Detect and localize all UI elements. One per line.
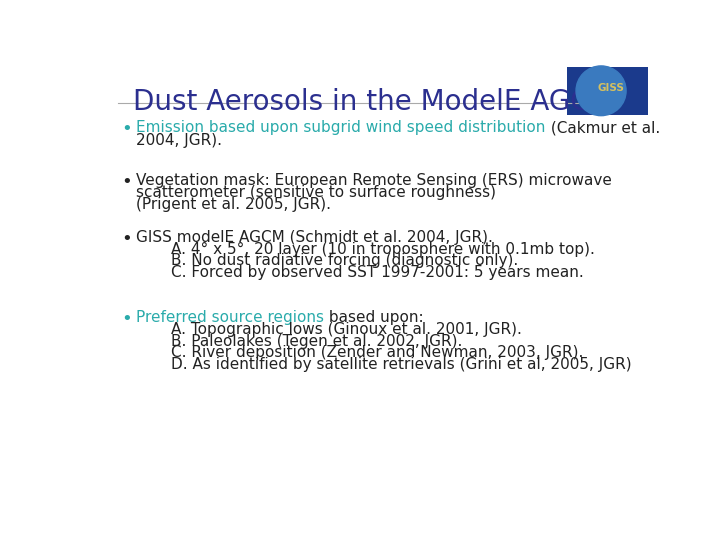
Text: •: • (121, 309, 132, 328)
Text: A. Topographic lows (Ginoux et al. 2001, JGR).: A. Topographic lows (Ginoux et al. 2001,… (171, 322, 522, 337)
Text: Vegetation mask: European Remote Sensing (ERS) microwave: Vegetation mask: European Remote Sensing… (137, 173, 613, 187)
Text: Preferred source regions: Preferred source regions (137, 309, 325, 325)
Text: GISS modelE AGCM (Schmidt et al. 2004, JGR).: GISS modelE AGCM (Schmidt et al. 2004, J… (137, 230, 493, 245)
Text: •: • (121, 173, 132, 191)
Text: Emission based upon subgrid wind speed distribution: Emission based upon subgrid wind speed d… (137, 120, 546, 135)
Text: B. Paleolakes (Tegen et al. 2002, JGR).: B. Paleolakes (Tegen et al. 2002, JGR). (171, 334, 463, 348)
Text: •: • (121, 120, 132, 138)
Text: A. 4° x 5°, 20 layer (10 in troposphere with 0.1mb top).: A. 4° x 5°, 20 layer (10 in troposphere … (171, 242, 595, 257)
Text: 2004, JGR).: 2004, JGR). (137, 132, 222, 147)
FancyBboxPatch shape (567, 67, 648, 114)
Text: GISS: GISS (598, 83, 625, 93)
Text: C. Forced by observed SST 1997-2001: 5 years mean.: C. Forced by observed SST 1997-2001: 5 y… (171, 265, 584, 280)
Text: •: • (121, 230, 132, 247)
Text: (Prigent et al. 2005, JGR).: (Prigent et al. 2005, JGR). (137, 197, 331, 212)
Text: C. River deposition (Zender and Newman, 2003, JGR).: C. River deposition (Zender and Newman, … (171, 345, 584, 360)
Text: Dust Aerosols in the ModelE AGC: Dust Aerosols in the ModelE AGC (132, 88, 589, 116)
Text: B. No dust radiative forcing (diagnostic only).: B. No dust radiative forcing (diagnostic… (171, 253, 518, 268)
Text: based upon:: based upon: (325, 309, 424, 325)
Circle shape (576, 66, 626, 116)
Text: (Cakmur et al.: (Cakmur et al. (546, 120, 660, 135)
Text: D. As identified by satellite retrievals (Grini et al, 2005, JGR): D. As identified by satellite retrievals… (171, 356, 632, 372)
Text: scatterometer (sensitive to surface roughness): scatterometer (sensitive to surface roug… (137, 185, 497, 200)
